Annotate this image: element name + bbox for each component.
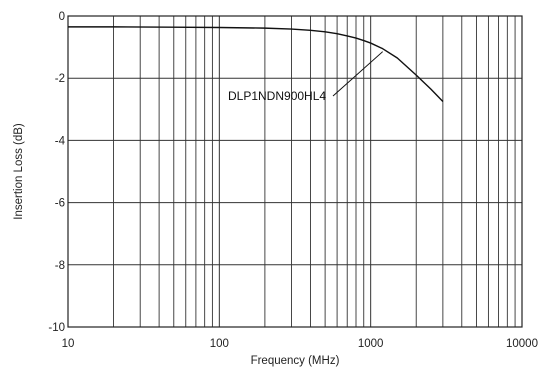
y-tick-label: -4 xyxy=(55,135,66,147)
x-tick-label: 10 xyxy=(62,338,75,350)
series-annotation: DLP1NDN900HL4 xyxy=(228,52,383,103)
grid-lines xyxy=(68,16,522,327)
tick-labels: 10 100 1000 10000 0 -2 -4 -6 -8 -10 xyxy=(48,11,538,350)
y-tick-label: -10 xyxy=(48,322,65,334)
plot-frame xyxy=(68,16,522,327)
y-tick-label: -6 xyxy=(55,198,65,210)
y-tick-label: 0 xyxy=(59,11,65,23)
x-tick-label: 100 xyxy=(210,338,229,350)
y-axis-title: Insertion Loss (dB) xyxy=(13,123,25,220)
x-tick-label: 1000 xyxy=(358,338,384,350)
annotation-label: DLP1NDN900HL4 xyxy=(228,89,326,103)
x-axis-title: Frequency (MHz) xyxy=(251,355,340,367)
y-tick-label: -2 xyxy=(55,73,65,85)
x-tick-label: 10000 xyxy=(506,338,538,350)
annotation-leader-line xyxy=(333,52,383,96)
y-tick-label: -8 xyxy=(55,260,65,272)
